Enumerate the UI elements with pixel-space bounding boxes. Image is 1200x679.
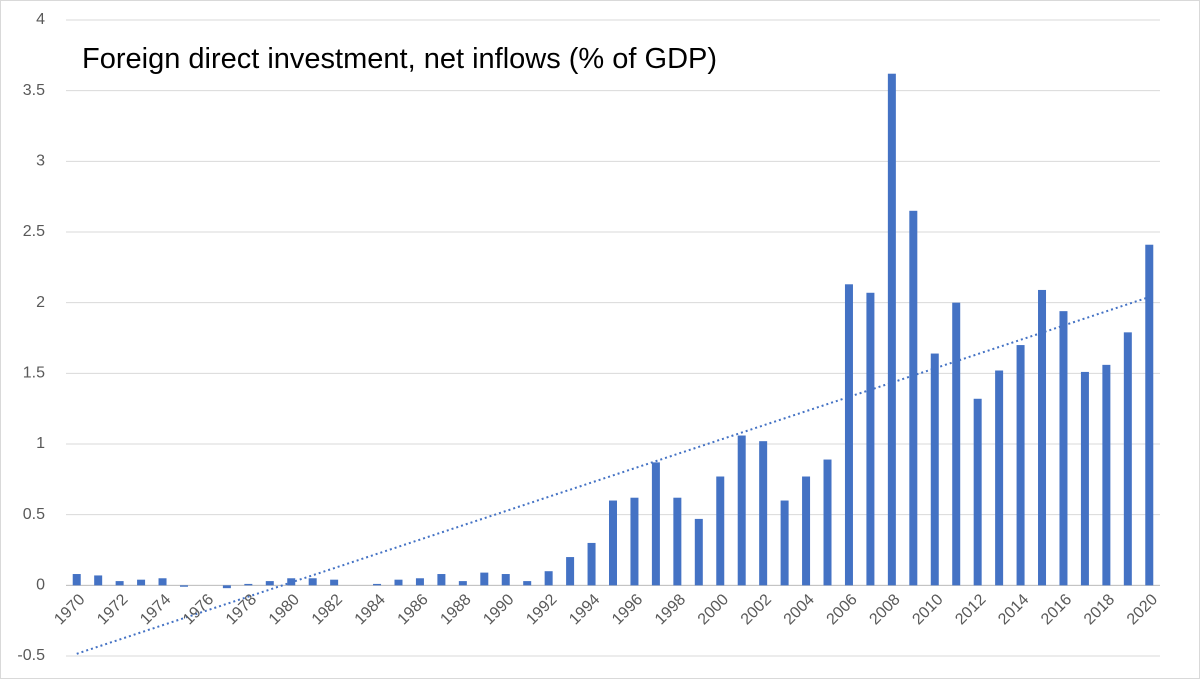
- y-tick-label: 2: [36, 294, 45, 311]
- bar: [587, 542, 596, 586]
- bar: [716, 476, 725, 586]
- bar: [866, 292, 875, 586]
- bar: [823, 459, 832, 586]
- y-tick-label: -0.5: [17, 647, 45, 664]
- bar: [265, 581, 274, 586]
- bar: [115, 581, 124, 586]
- bar: [1080, 371, 1089, 586]
- bar: [458, 581, 467, 586]
- y-tick-label: 2.5: [23, 223, 45, 240]
- bar: [973, 398, 982, 586]
- y-tick-label: 3: [36, 153, 45, 170]
- bar: [952, 302, 961, 586]
- bar: [1123, 332, 1132, 586]
- bar: [930, 353, 939, 586]
- bar: [1102, 364, 1111, 586]
- y-tick-label: 4: [36, 11, 45, 28]
- y-tick-label: 0.5: [23, 506, 45, 523]
- bar: [694, 518, 703, 586]
- bar: [330, 579, 339, 586]
- bar: [137, 579, 146, 586]
- bar: [802, 476, 811, 586]
- bar: [94, 575, 103, 586]
- bar: [759, 441, 768, 586]
- bar: [651, 462, 660, 586]
- chart-title: Foreign direct investment, net inflows (…: [82, 43, 717, 75]
- bar: [179, 585, 188, 587]
- bar: [1059, 311, 1068, 586]
- bar: [394, 579, 403, 586]
- bar: [244, 583, 253, 586]
- bar: [844, 284, 853, 586]
- y-tick-label: 1.5: [23, 365, 45, 382]
- y-tick-label: 0: [36, 577, 45, 594]
- bar: [1016, 345, 1025, 586]
- bar: [308, 578, 317, 586]
- bar: [780, 500, 789, 586]
- bar: [1145, 244, 1154, 586]
- bar: [373, 583, 382, 586]
- bar: [158, 578, 167, 586]
- bar: [909, 210, 918, 586]
- bar: [609, 500, 617, 586]
- bar: [523, 581, 532, 586]
- bar: [630, 497, 639, 586]
- bar: [415, 578, 424, 586]
- bar: [544, 571, 553, 586]
- bar: [72, 574, 81, 586]
- bar: [222, 585, 231, 589]
- bar: [737, 435, 746, 586]
- bar: [501, 574, 510, 586]
- y-tick-label: 1: [36, 435, 45, 452]
- bar: [437, 574, 446, 586]
- bar: [995, 370, 1004, 586]
- bar: [887, 73, 896, 586]
- bar: [480, 572, 489, 586]
- bar: [673, 497, 682, 586]
- bar: [566, 557, 575, 586]
- y-tick-label: 3.5: [23, 82, 45, 99]
- bar: [1038, 289, 1047, 586]
- trendline: [76, 296, 1150, 655]
